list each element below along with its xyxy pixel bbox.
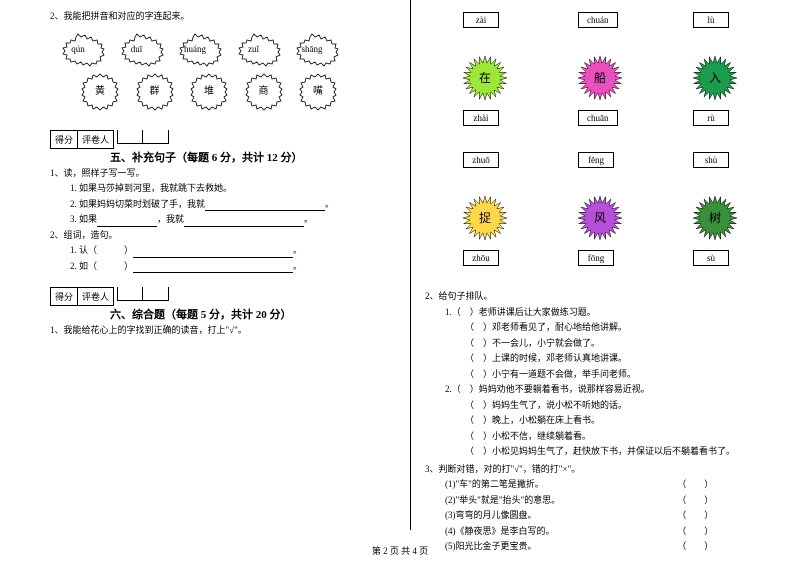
page-footer: 第 2 页 共 4 页 bbox=[0, 544, 800, 557]
section5-header: 得分 评卷人 五、补充句子（每题 6 分，共计 12 分） bbox=[50, 130, 395, 165]
pinyin-oval: duī bbox=[109, 32, 165, 66]
pinyin-option[interactable]: fēng bbox=[578, 152, 614, 168]
sentence-line: （ ）不一会儿，小宁就会做了。 bbox=[425, 337, 770, 351]
text: 3. 如果 bbox=[70, 214, 97, 224]
judge-line: (2)"举头"就是"抬头"的意思。 （ ） bbox=[425, 494, 770, 508]
blank[interactable] bbox=[205, 201, 325, 211]
blank[interactable] bbox=[97, 217, 157, 227]
s5-q1-3: 3. 如果，我就。 bbox=[50, 213, 395, 227]
char-row: 黄 群 堆 商 嘴 bbox=[80, 72, 395, 112]
char-star: 在 bbox=[463, 56, 507, 100]
char-star: 捉 bbox=[463, 196, 507, 240]
score-label: 得分 bbox=[51, 131, 78, 148]
s5-q2: 2、组词，造句。 bbox=[50, 229, 395, 243]
score-box: 得分 评卷人 bbox=[50, 287, 114, 306]
blank[interactable] bbox=[133, 263, 293, 273]
sentence-line: （ ）小松不信，继续躺着看。 bbox=[425, 430, 770, 444]
section6-title: 六、综合题（每题 5 分，共计 20 分） bbox=[110, 306, 292, 322]
pinyin-option[interactable]: chuán bbox=[578, 12, 618, 28]
pinyin-option[interactable]: fōng bbox=[578, 250, 614, 266]
judge-group: (1)"车"的第二笔是撇折。 （ ） (2)"举头"就是"抬头"的意思。 （ ）… bbox=[425, 478, 770, 554]
answer-paren[interactable]: （ ） bbox=[677, 495, 713, 505]
pinyin-oval: shāng bbox=[284, 32, 340, 66]
pinyin-oval: qún bbox=[50, 32, 106, 66]
sentence-group-1: 1.（ ）老师讲课后让大家做练习题。（ ）邓老师看见了，耐心地给他讲解。 （ ）不… bbox=[425, 306, 770, 382]
sentence-line: （ ）邓老师看见了，耐心地给他讲解。 bbox=[425, 321, 770, 335]
pinyin-row: qún duī huáng zuǐ shāng bbox=[50, 32, 395, 66]
pinyin-option[interactable]: chuān bbox=[578, 110, 618, 126]
text: ，我就 bbox=[157, 214, 184, 224]
q3-title: 3、判断对错，对的打"√"，错的打"×"。 bbox=[425, 463, 770, 477]
s5-q1: 1、读，照样子写一写。 bbox=[50, 167, 395, 181]
sentence-line: （ ）上课的时候，邓老师认真地讲课。 bbox=[425, 352, 770, 366]
answer-paren[interactable]: （ ） bbox=[677, 510, 713, 520]
sentence-line: （ ）小松见妈妈生气了，赶快放下书，并保证以后不躺着看书了。 bbox=[425, 445, 770, 459]
sentence-line: （ ）小宁有一道题不会做，举手问老师。 bbox=[425, 368, 770, 382]
s5-q1-2: 2. 如果妈妈切菜时划破了手，我就。 bbox=[50, 198, 395, 212]
score-box: 得分 评卷人 bbox=[50, 130, 114, 149]
s5-q2-2: 2. 如（ ）。 bbox=[50, 260, 395, 274]
section6-header: 得分 评卷人 六、综合题（每题 5 分，共计 20 分） bbox=[50, 287, 395, 322]
left-column: 2、我能把拼音和对应的字连起来。 qún duī huáng zuǐ shāng… bbox=[50, 8, 410, 556]
pinyin-option[interactable]: zhuō bbox=[463, 152, 499, 168]
char-star: 船 bbox=[578, 56, 622, 100]
cluster-row-2: zhuō 捉 zhōu fēng 风 fōng shù 树 sù bbox=[425, 148, 765, 288]
score-cells bbox=[117, 130, 169, 144]
s6-q1: 1、我能给花心上的字找到正确的读音，打上"√"。 bbox=[50, 324, 395, 338]
pinyin-option[interactable]: lù bbox=[693, 12, 729, 28]
pinyin-option[interactable]: zài bbox=[463, 12, 499, 28]
blank[interactable] bbox=[133, 248, 293, 258]
pinyin-option[interactable]: sù bbox=[693, 250, 729, 266]
sentence-line: 1.（ ）老师讲课后让大家做练习题。 bbox=[425, 306, 770, 320]
blank[interactable] bbox=[184, 217, 304, 227]
pinyin-oval: huáng bbox=[167, 32, 223, 66]
sentence-group-2: 2.（ ）妈妈劝他不要躺着看书，说那样容易近视。 （ ）妈妈生气了，说小松不听她的… bbox=[425, 383, 770, 459]
grader-label: 评卷人 bbox=[78, 131, 113, 148]
pinyin-cluster: lù 入 rù bbox=[655, 8, 775, 138]
pinyin-cluster: zài 在 zhài bbox=[425, 8, 545, 138]
grader-label: 评卷人 bbox=[78, 288, 113, 305]
q2-title: 2、给句子排队。 bbox=[425, 290, 770, 304]
cluster-row-1: zài 在 zhài chuán 船 chuān lù 入 rù bbox=[425, 8, 765, 148]
sentence-line: 2.（ ）妈妈劝他不要躺着看书，说那样容易近视。 bbox=[425, 383, 770, 397]
sentence-line: （ ）晚上，小松躺在床上看书。 bbox=[425, 414, 770, 428]
pinyin-option[interactable]: shù bbox=[693, 152, 729, 168]
right-column: zài 在 zhài chuán 船 chuān lù 入 rù zhuō 捉 … bbox=[410, 8, 770, 556]
judge-line: (3)弯弯的月儿像圆盘。 （ ） bbox=[425, 509, 770, 523]
pinyin-cluster: chuán 船 chuān bbox=[540, 8, 660, 138]
char-star: 风 bbox=[578, 196, 622, 240]
char-star: 树 bbox=[693, 196, 737, 240]
char-circle: 嘴 bbox=[298, 72, 338, 112]
char-circle: 黄 bbox=[80, 72, 120, 112]
s5-q2-1: 1. 认（ ）。 bbox=[50, 244, 395, 258]
pinyin-option[interactable]: zhōu bbox=[463, 250, 499, 266]
pinyin-option[interactable]: zhài bbox=[463, 110, 499, 126]
answer-paren[interactable]: （ ） bbox=[677, 479, 713, 489]
text: 2. 如（ ） bbox=[70, 261, 133, 271]
char-circle: 商 bbox=[244, 72, 284, 112]
pinyin-cluster: fēng 风 fōng bbox=[540, 148, 660, 278]
score-cells bbox=[117, 287, 169, 301]
char-star: 入 bbox=[693, 56, 737, 100]
page-container: 2、我能把拼音和对应的字连起来。 qún duī huáng zuǐ shāng… bbox=[0, 0, 800, 576]
text: 2. 如果妈妈切菜时划破了手，我就 bbox=[70, 199, 205, 209]
q2-title: 2、我能把拼音和对应的字连起来。 bbox=[50, 10, 395, 24]
sentence-line: （ ）妈妈生气了，说小松不听她的话。 bbox=[425, 399, 770, 413]
s5-q1-1: 1. 如果马莎掉到河里，我就跳下去救她。 bbox=[50, 182, 395, 196]
score-label: 得分 bbox=[51, 288, 78, 305]
judge-line: (1)"车"的第二笔是撇折。 （ ） bbox=[425, 478, 770, 492]
judge-line: (4)《静夜思》是李白写的。 （ ） bbox=[425, 525, 770, 539]
section5-title: 五、补充句子（每题 6 分，共计 12 分） bbox=[110, 149, 303, 165]
text: 1. 认（ ） bbox=[70, 245, 133, 255]
char-circle: 堆 bbox=[189, 72, 229, 112]
pinyin-option[interactable]: rù bbox=[693, 110, 729, 126]
pinyin-oval: zuǐ bbox=[226, 32, 282, 66]
char-circle: 群 bbox=[135, 72, 175, 112]
answer-paren[interactable]: （ ） bbox=[677, 526, 713, 536]
pinyin-cluster: zhuō 捉 zhōu bbox=[425, 148, 545, 278]
pinyin-cluster: shù 树 sù bbox=[655, 148, 775, 278]
